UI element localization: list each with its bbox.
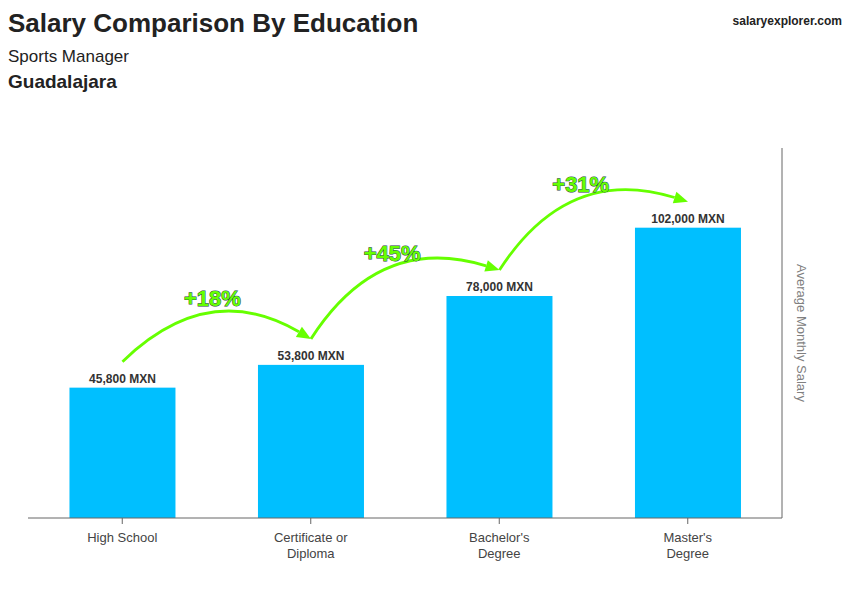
- html-text:Salary Comparison By Education: Salary Comparison By Education: [8, 8, 419, 38]
- svg-text:102,000 MXN: 102,000 MXN: [651, 212, 724, 226]
- svg-text:45,800 MXN: 45,800 MXN: [89, 372, 156, 386]
- html-text:Sports Manager: Sports Manager: [8, 47, 129, 66]
- html-text:salary explorer.com: salary explorer.com: [732, 14, 842, 28]
- svg-text:53,800 MXN: 53,800 MXN: [278, 349, 345, 363]
- svg-text:+45%: +45%: [364, 241, 421, 266]
- svg-text:Certificate orDiploma: Certificate orDiploma: [274, 530, 348, 561]
- svg-text:Average Monthly Salary: Average Monthly Salary: [794, 264, 809, 402]
- svg-text:+31%: +31%: [552, 172, 609, 197]
- svg-text:Master'sDegree: Master'sDegree: [663, 530, 712, 561]
- svg-text:Bachelor'sDegree: Bachelor'sDegree: [469, 530, 530, 561]
- svg-text:High School: High School: [87, 530, 157, 545]
- html-text:Guadalajara: Guadalajara: [8, 71, 117, 92]
- svg-text:78,000 MXN: 78,000 MXN: [466, 280, 533, 294]
- svg-text:+18%: +18%: [184, 286, 241, 311]
